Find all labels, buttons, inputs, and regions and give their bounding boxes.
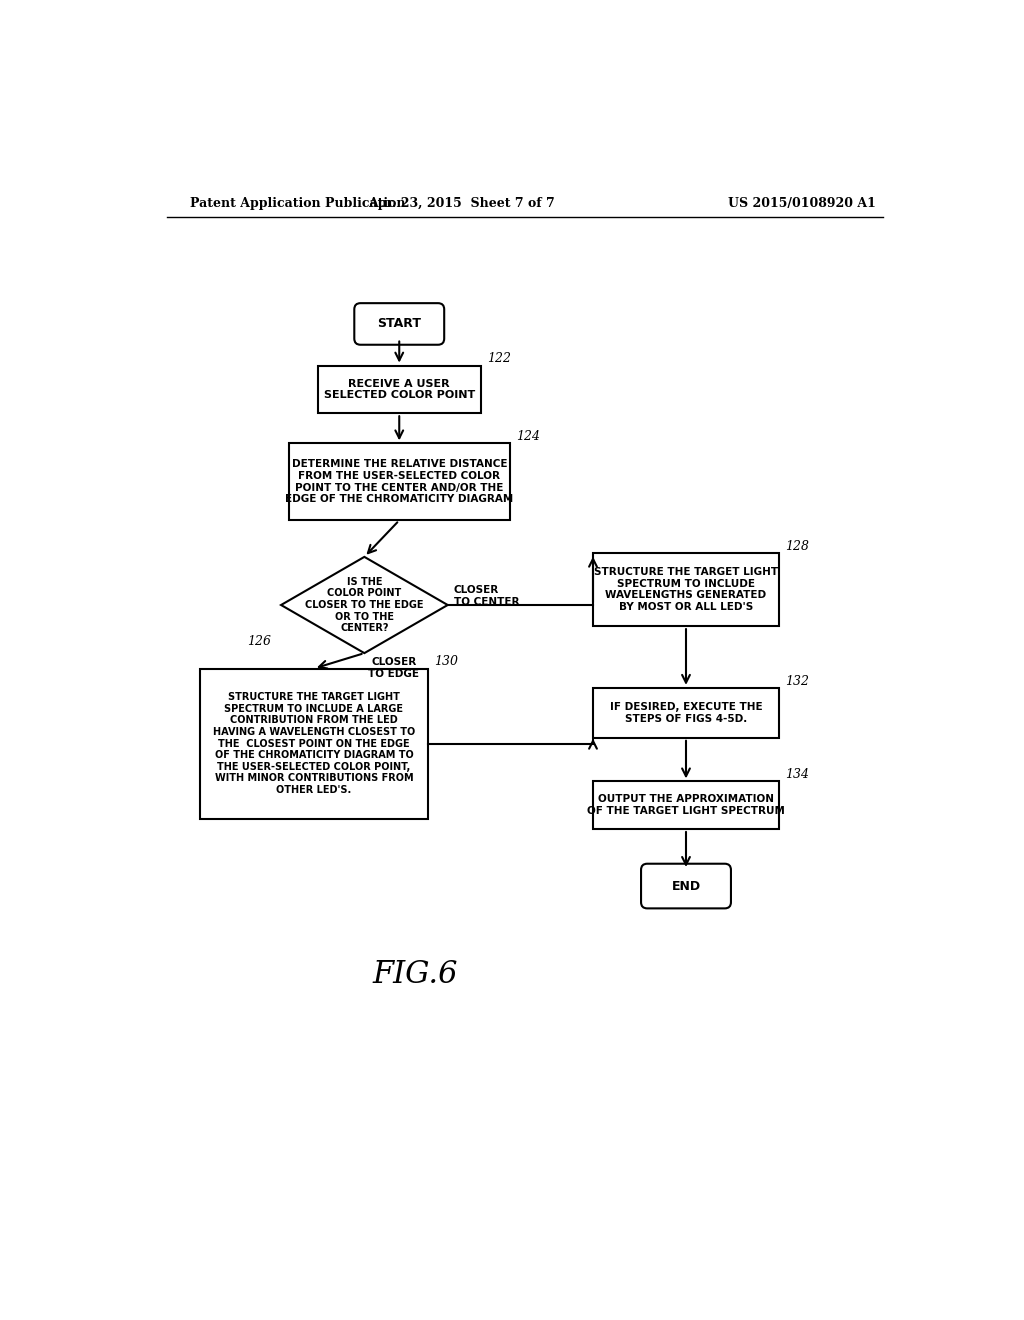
Text: OUTPUT THE APPROXIMATION
OF THE TARGET LIGHT SPECTRUM: OUTPUT THE APPROXIMATION OF THE TARGET L… [587,795,785,816]
Text: 134: 134 [785,768,809,781]
Text: CLOSER
TO CENTER: CLOSER TO CENTER [454,585,519,607]
Text: END: END [672,879,700,892]
Bar [200,668,428,818]
Text: STRUCTURE THE TARGET LIGHT
SPECTRUM TO INCLUDE A LARGE
CONTRIBUTION FROM THE LED: STRUCTURE THE TARGET LIGHT SPECTRUM TO I… [213,692,415,795]
Text: IF DESIRED, EXECUTE THE
STEPS OF FIGS 4-5D.: IF DESIRED, EXECUTE THE STEPS OF FIGS 4-… [609,702,762,723]
Polygon shape [281,557,447,653]
Text: RECEIVE A USER
SELECTED COLOR POINT: RECEIVE A USER SELECTED COLOR POINT [324,379,475,400]
Text: FIG.6: FIG.6 [372,960,458,990]
Bar [593,553,779,626]
Text: 126: 126 [247,635,271,648]
Bar [289,444,510,520]
Text: DETERMINE THE RELATIVE DISTANCE
FROM THE USER-SELECTED COLOR
POINT TO THE CENTER: DETERMINE THE RELATIVE DISTANCE FROM THE… [285,459,513,504]
Text: STRUCTURE THE TARGET LIGHT
SPECTRUM TO INCLUDE
WAVELENGTHS GENERATED
BY MOST OR : STRUCTURE THE TARGET LIGHT SPECTRUM TO I… [594,568,778,612]
Text: IS THE
COLOR POINT
CLOSER TO THE EDGE
OR TO THE
CENTER?: IS THE COLOR POINT CLOSER TO THE EDGE OR… [305,577,424,634]
Bar [593,781,779,829]
Text: START: START [377,317,421,330]
Text: CLOSER
TO EDGE: CLOSER TO EDGE [369,657,419,678]
Text: 128: 128 [785,540,809,553]
Text: 124: 124 [516,430,540,444]
FancyBboxPatch shape [641,863,731,908]
Text: US 2015/0108920 A1: US 2015/0108920 A1 [728,197,877,210]
Text: 130: 130 [434,656,459,668]
Text: 122: 122 [486,352,511,366]
Bar [593,688,779,738]
Text: Patent Application Publication: Patent Application Publication [190,197,406,210]
Text: Apr. 23, 2015  Sheet 7 of 7: Apr. 23, 2015 Sheet 7 of 7 [368,197,555,210]
Bar [317,366,480,413]
Text: 132: 132 [785,675,809,688]
FancyBboxPatch shape [354,304,444,345]
